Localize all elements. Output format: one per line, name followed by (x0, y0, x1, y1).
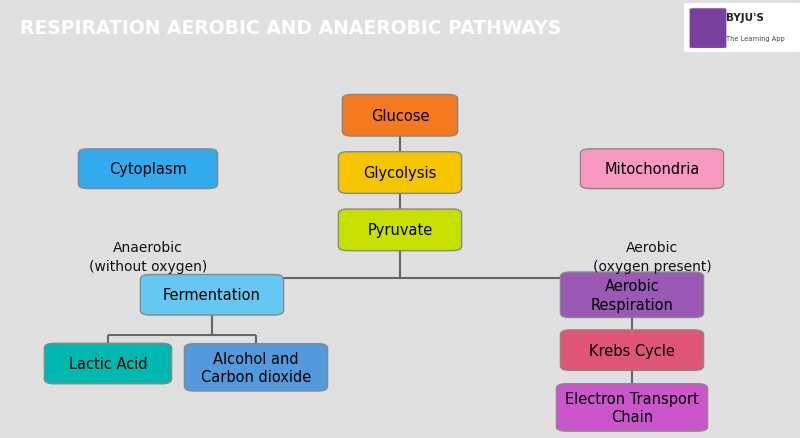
Text: Pyruvate: Pyruvate (367, 223, 433, 238)
FancyBboxPatch shape (184, 344, 328, 391)
FancyBboxPatch shape (338, 152, 462, 194)
Text: Mitochondria: Mitochondria (604, 162, 700, 177)
Text: Krebs Cycle: Krebs Cycle (589, 343, 675, 358)
Text: BYJU'S: BYJU'S (726, 13, 763, 23)
Text: Anaerobic
(without oxygen): Anaerobic (without oxygen) (89, 241, 207, 273)
FancyBboxPatch shape (684, 4, 800, 53)
Text: Aerobic
Respiration: Aerobic Respiration (590, 278, 674, 312)
FancyBboxPatch shape (560, 272, 704, 318)
Text: Fermentation: Fermentation (163, 288, 261, 303)
FancyBboxPatch shape (338, 209, 462, 251)
FancyBboxPatch shape (140, 275, 283, 315)
Text: Cytoplasm: Cytoplasm (109, 162, 187, 177)
Text: Glucose: Glucose (370, 109, 430, 124)
Text: Glycolysis: Glycolysis (363, 166, 437, 180)
Text: The Learning App: The Learning App (726, 36, 784, 42)
Text: Aerobic
(oxygen present): Aerobic (oxygen present) (593, 241, 711, 273)
FancyBboxPatch shape (581, 149, 723, 189)
FancyBboxPatch shape (690, 9, 726, 49)
Text: Lactic Acid: Lactic Acid (69, 356, 147, 371)
FancyBboxPatch shape (560, 330, 704, 371)
Text: Alcohol and
Carbon dioxide: Alcohol and Carbon dioxide (201, 351, 311, 384)
Text: RESPIRATION AEROBIC AND ANAEROBIC PATHWAYS: RESPIRATION AEROBIC AND ANAEROBIC PATHWA… (20, 19, 562, 38)
FancyBboxPatch shape (342, 95, 458, 137)
FancyBboxPatch shape (78, 149, 218, 189)
FancyBboxPatch shape (45, 343, 172, 384)
FancyBboxPatch shape (557, 384, 708, 431)
Text: Electron Transport
Chain: Electron Transport Chain (565, 391, 699, 424)
